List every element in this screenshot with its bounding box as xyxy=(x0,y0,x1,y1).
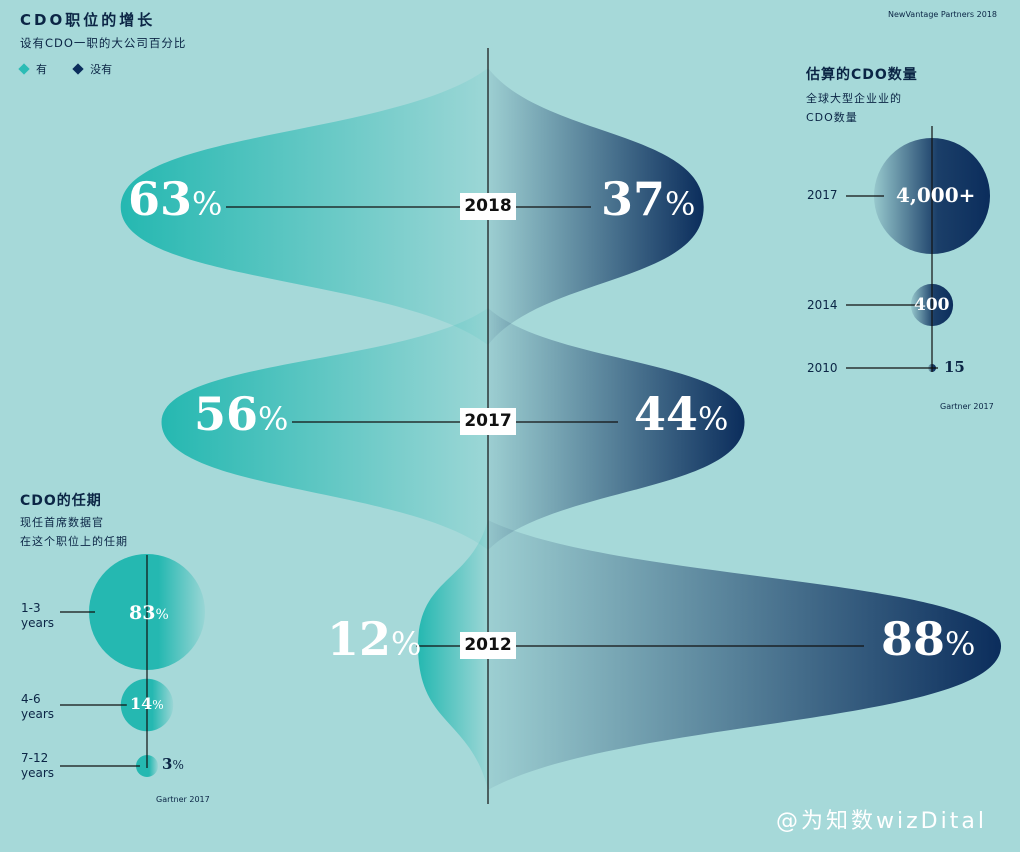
legend-swatch-no xyxy=(72,63,84,75)
data-label-yes-2018: 63% xyxy=(128,172,223,226)
area-no-2018 xyxy=(488,68,704,345)
area-no-2017 xyxy=(488,308,745,550)
data-label-yes-2012: 12% xyxy=(327,612,422,666)
data-label-no-2017: 44% xyxy=(634,387,729,441)
cdo-count-year-2014: 2014 xyxy=(807,298,838,312)
source-gartner-tenure: Gartner 2017 xyxy=(156,795,210,804)
data-label-yes-2017: 56% xyxy=(194,387,289,441)
cdo-count-label-2014: 400 xyxy=(914,295,950,315)
tenure-title: CDO的任期 xyxy=(20,493,102,509)
cdo-count-year-2017: 2017 xyxy=(807,188,838,202)
year-label-2012: 2012 xyxy=(460,632,516,659)
tenure-range-4-6: 4-6 years xyxy=(21,692,55,721)
cdo-count-label-2017: 4,000+ xyxy=(896,183,976,207)
watermark: @为知数wizDital xyxy=(776,809,987,834)
source-newvantage: NewVantage Partners 2018 xyxy=(888,10,997,19)
cdo-count-label-2010: 15 xyxy=(944,358,965,376)
cdo-count-year-2010: 2010 xyxy=(807,361,838,375)
cdo-count-subtitle-1: 全球大型企业业的 xyxy=(806,92,902,105)
tenure-range-1-3: 1-3 years xyxy=(21,601,55,630)
tenure-subtitle-1: 现任首席数据官 xyxy=(20,516,104,529)
chart-subtitle: 设有CDO一职的大公司百分比 xyxy=(20,36,187,50)
source-gartner-count: Gartner 2017 xyxy=(940,402,994,411)
area-yes-2012 xyxy=(418,520,488,790)
data-label-no-2018: 37% xyxy=(601,172,696,226)
tenure-label-3: 3% xyxy=(162,755,184,773)
chart-title: CDO职位的增长 xyxy=(20,11,156,29)
legend: 有 没有 xyxy=(18,58,113,77)
year-label-2018: 2018 xyxy=(460,193,516,220)
cdo-count-title: 估算的CDO数量 xyxy=(806,67,918,83)
tenure-range-7-12: 7-12 years xyxy=(21,751,55,780)
legend-label-yes: 有 xyxy=(36,63,47,76)
legend-swatch-yes xyxy=(18,63,30,75)
tenure-label-83: 83% xyxy=(129,602,169,624)
area-yes-2017 xyxy=(161,308,488,550)
tenure-label-14: 14% xyxy=(130,694,164,713)
area-no-2012 xyxy=(488,520,1002,790)
data-label-no-2012: 88% xyxy=(881,612,976,666)
cdo-count-subtitle-2: CDO数量 xyxy=(806,111,858,124)
tenure-subtitle-2: 在这个职位上的任期 xyxy=(20,535,128,548)
legend-label-no: 没有 xyxy=(90,63,113,76)
year-label-2017: 2017 xyxy=(460,408,516,435)
